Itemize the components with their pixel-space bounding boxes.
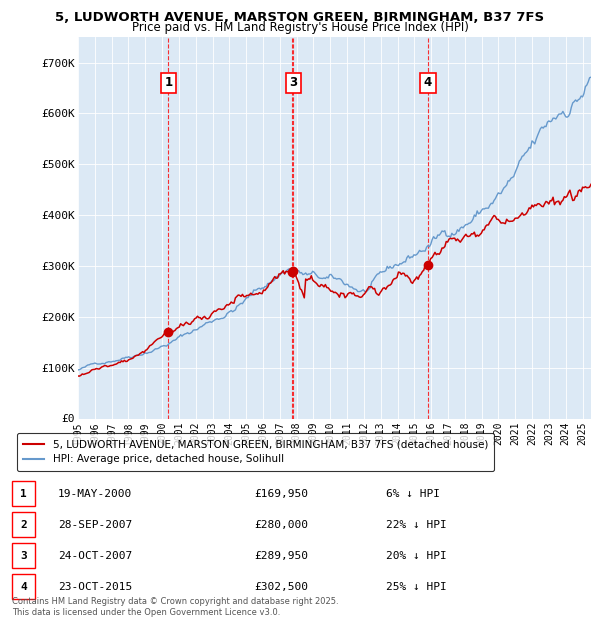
Legend: 5, LUDWORTH AVENUE, MARSTON GREEN, BIRMINGHAM, B37 7FS (detached house), HPI: Av: 5, LUDWORTH AVENUE, MARSTON GREEN, BIRMI…: [17, 433, 494, 471]
Text: 22% ↓ HPI: 22% ↓ HPI: [386, 520, 447, 529]
FancyBboxPatch shape: [12, 481, 35, 506]
Text: Price paid vs. HM Land Registry's House Price Index (HPI): Price paid vs. HM Land Registry's House …: [131, 21, 469, 34]
Text: 25% ↓ HPI: 25% ↓ HPI: [386, 582, 447, 591]
FancyBboxPatch shape: [12, 512, 35, 537]
Text: £302,500: £302,500: [254, 582, 308, 591]
Text: 23-OCT-2015: 23-OCT-2015: [58, 582, 133, 591]
Text: Contains HM Land Registry data © Crown copyright and database right 2025.
This d: Contains HM Land Registry data © Crown c…: [12, 598, 338, 617]
Text: 1: 1: [164, 76, 173, 89]
Text: 28-SEP-2007: 28-SEP-2007: [58, 520, 133, 529]
FancyBboxPatch shape: [12, 574, 35, 599]
Text: 4: 4: [424, 76, 432, 89]
Text: 5, LUDWORTH AVENUE, MARSTON GREEN, BIRMINGHAM, B37 7FS: 5, LUDWORTH AVENUE, MARSTON GREEN, BIRMI…: [55, 11, 545, 24]
Text: 24-OCT-2007: 24-OCT-2007: [58, 551, 133, 560]
Text: £289,950: £289,950: [254, 551, 308, 560]
Text: 1: 1: [20, 489, 27, 498]
Text: 2: 2: [20, 520, 27, 529]
Text: 3: 3: [20, 551, 27, 560]
FancyBboxPatch shape: [12, 543, 35, 568]
Text: 20% ↓ HPI: 20% ↓ HPI: [386, 551, 447, 560]
Text: £169,950: £169,950: [254, 489, 308, 498]
Text: 19-MAY-2000: 19-MAY-2000: [58, 489, 133, 498]
Text: £280,000: £280,000: [254, 520, 308, 529]
Text: 4: 4: [20, 582, 27, 591]
Text: 6% ↓ HPI: 6% ↓ HPI: [386, 489, 440, 498]
Text: 3: 3: [289, 76, 298, 89]
